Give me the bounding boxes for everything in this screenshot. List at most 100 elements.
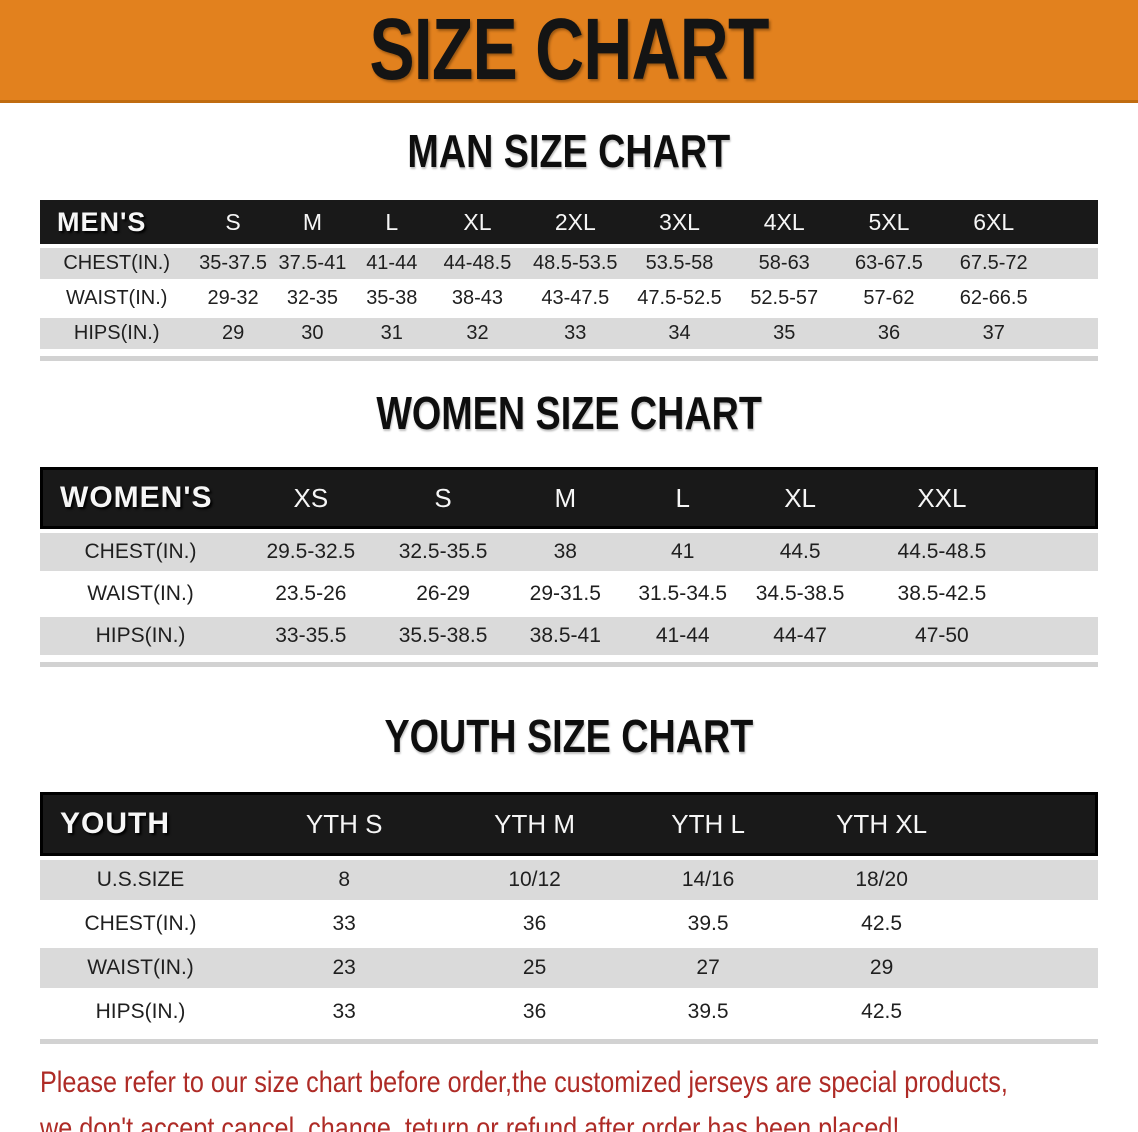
row-filler-cell <box>1046 248 1098 279</box>
column-header: 5XL <box>836 200 942 244</box>
table-corner-label: YOUTH <box>40 792 242 856</box>
row-label: HIPS(IN.) <box>40 318 194 349</box>
youth-section-heading: YOUTH SIZE CHART <box>0 711 1138 761</box>
table-row: WAIST(IN.) 23 25 27 29 <box>40 948 1098 988</box>
youth-table-bottom-bar <box>40 1039 1098 1044</box>
table-row: HIPS(IN.) 33-35.5 35.5-38.5 38.5-41 41-44 44-… <box>40 617 1098 655</box>
size-cell: 30 <box>272 318 353 349</box>
women-section-heading-text: WOMEN SIZE CHART <box>376 387 762 439</box>
men-table-bottom-bar <box>40 356 1098 361</box>
size-cell: 29-32 <box>193 283 273 314</box>
size-cell: 38-43 <box>431 283 524 314</box>
size-cell: 52.5-57 <box>731 283 837 314</box>
column-header: XL <box>740 467 860 529</box>
size-cell: 26-29 <box>380 575 506 613</box>
size-cell: 14/16 <box>621 860 795 900</box>
size-cell: 35.5-38.5 <box>380 617 506 655</box>
size-cell: 38.5-42.5 <box>859 575 1024 613</box>
column-header: L <box>352 200 432 244</box>
man-size-chart-section: MAN SIZE CHART MEN'S S M L XL 2XL 3XL 4XL 5XL 6XL… <box>0 126 1138 361</box>
row-label: WAIST(IN.) <box>40 283 194 314</box>
row-filler-cell <box>1023 575 1098 613</box>
size-chart-banner: SIZE CHART <box>0 0 1138 103</box>
size-cell: 29 <box>794 948 969 988</box>
size-cell: 31.5-34.5 <box>625 575 741 613</box>
row-filler-cell <box>968 860 1098 900</box>
table-corner-label: MEN'S <box>40 200 194 244</box>
size-cell: 34.5-38.5 <box>740 575 860 613</box>
size-cell: 35-38 <box>352 283 432 314</box>
size-cell: 41-44 <box>625 617 741 655</box>
size-cell: 29-31.5 <box>505 575 626 613</box>
size-cell: 38 <box>505 533 626 571</box>
size-cell: 25 <box>447 948 622 988</box>
column-header: 6XL <box>941 200 1047 244</box>
size-cell: 8 <box>241 860 448 900</box>
size-cell: 27 <box>621 948 795 988</box>
size-cell: 29 <box>193 318 273 349</box>
women-section-heading: WOMEN SIZE CHART <box>0 388 1138 438</box>
size-cell: 33-35.5 <box>241 617 381 655</box>
size-cell: 37.5-41 <box>272 248 353 279</box>
size-cell: 57-62 <box>836 283 942 314</box>
size-cell: 47-50 <box>859 617 1024 655</box>
disclaimer-line-1: Please refer to our size chart before or… <box>40 1066 1008 1099</box>
size-cell: 48.5-53.5 <box>523 248 628 279</box>
table-row: HIPS(IN.) 33 36 39.5 42.5 <box>40 992 1098 1032</box>
column-header: YTH L <box>621 792 795 856</box>
table-row: CHEST(IN.) 29.5-32.5 32.5-35.5 38 41 44.5 44.5… <box>40 533 1098 571</box>
column-header: XL <box>431 200 524 244</box>
size-cell: 44.5 <box>740 533 860 571</box>
table-row: CHEST(IN.) 35-37.5 37.5-41 41-44 44-48.5 48.5… <box>40 248 1098 279</box>
row-filler-cell <box>1023 617 1098 655</box>
size-cell: 32.5-35.5 <box>380 533 506 571</box>
women-size-chart-section: WOMEN SIZE CHART WOMEN'S XS S M L XL XXL CHEST(… <box>0 388 1138 667</box>
size-cell: 39.5 <box>621 904 795 944</box>
disclaimer-line-2: we don't accept cancel, change, teturn o… <box>40 1112 900 1132</box>
row-label: CHEST(IN.) <box>40 904 242 944</box>
column-header: M <box>505 467 626 529</box>
row-label: CHEST(IN.) <box>40 248 194 279</box>
column-header: M <box>272 200 353 244</box>
header-filler-cell <box>1046 200 1098 244</box>
column-header: XS <box>241 467 381 529</box>
size-cell: 29.5-32.5 <box>241 533 381 571</box>
size-cell: 63-67.5 <box>836 248 942 279</box>
youth-size-chart-section: YOUTH SIZE CHART YOUTH YTH S YTH M YTH L YTH… <box>0 711 1138 1044</box>
row-label: HIPS(IN.) <box>40 992 242 1032</box>
table-row: U.S.SIZE 8 10/12 14/16 18/20 <box>40 860 1098 900</box>
size-cell: 32 <box>431 318 524 349</box>
column-header: 4XL <box>731 200 837 244</box>
row-filler-cell <box>968 992 1098 1032</box>
size-cell: 41 <box>625 533 741 571</box>
size-cell: 35-37.5 <box>193 248 273 279</box>
size-cell: 39.5 <box>621 992 795 1032</box>
size-cell: 33 <box>523 318 628 349</box>
size-cell: 44-48.5 <box>431 248 524 279</box>
men-size-table: MEN'S S M L XL 2XL 3XL 4XL 5XL 6XL CHEST(IN.) 35-37… <box>40 196 1098 353</box>
row-filler-cell <box>1046 318 1098 349</box>
size-cell: 33 <box>241 904 448 944</box>
man-section-heading-text: MAN SIZE CHART <box>407 125 731 177</box>
table-row: WAIST(IN.) 23.5-26 26-29 29-31.5 31.5-34.5 34… <box>40 575 1098 613</box>
man-section-heading: MAN SIZE CHART <box>0 126 1138 176</box>
column-header: 3XL <box>627 200 732 244</box>
column-header: S <box>193 200 273 244</box>
size-cell: 53.5-58 <box>627 248 732 279</box>
size-cell: 37 <box>941 318 1047 349</box>
women-size-table: WOMEN'S XS S M L XL XXL CHEST(IN.) 29.5-32.5 32.5… <box>40 463 1098 659</box>
column-header: YTH S <box>241 792 448 856</box>
row-filler-cell <box>968 948 1098 988</box>
size-cell: 42.5 <box>794 992 969 1032</box>
table-row: WAIST(IN.) 29-32 32-35 35-38 38-43 43-47.5 47.… <box>40 283 1098 314</box>
youth-section-heading-text: YOUTH SIZE CHART <box>384 710 754 762</box>
row-label: U.S.SIZE <box>40 860 242 900</box>
disclaimer-note: Please refer to our size chart before or… <box>40 1060 1138 1132</box>
size-cell: 23 <box>241 948 448 988</box>
row-filler-cell <box>1023 533 1098 571</box>
header-filler-cell <box>1023 467 1098 529</box>
size-cell: 43-47.5 <box>523 283 628 314</box>
size-cell: 62-66.5 <box>941 283 1047 314</box>
row-filler-cell <box>1046 283 1098 314</box>
size-cell: 44.5-48.5 <box>859 533 1024 571</box>
